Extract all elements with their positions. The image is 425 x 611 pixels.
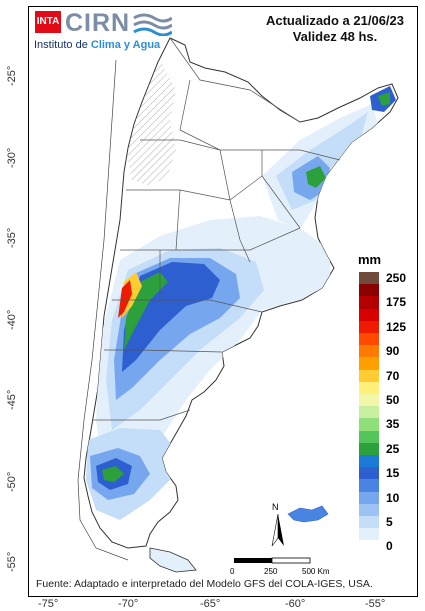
legend-swatch: [359, 308, 379, 322]
legend-label: 175: [386, 295, 407, 310]
legend-swatch: [359, 406, 379, 419]
legend-swatch: [359, 442, 379, 456]
legend-swatch: [359, 540, 379, 554]
tierra-del-fuego: [149, 547, 197, 573]
legend-swatch: [359, 455, 379, 468]
validity: Validez 48 hs.: [292, 29, 378, 44]
water-waves-icon: [133, 13, 172, 36]
scale-label-500: 500 Km: [302, 567, 330, 576]
chile-coastline: [77, 59, 129, 561]
latitude-tick: -45°: [6, 389, 18, 410]
legend-label: 70: [386, 368, 400, 383]
north-arrow-icon: N: [271, 502, 284, 547]
legend-label: 90: [386, 344, 400, 359]
malvinas-islands: [287, 505, 329, 523]
legend-swatch: [359, 491, 379, 505]
scale-label-0: 0: [230, 567, 235, 576]
inta-logo: INTA: [35, 11, 61, 33]
longitude-tick: -70°: [118, 598, 139, 610]
legend-swatch: [359, 284, 379, 297]
latitude-tick: -55°: [6, 551, 18, 572]
legend-swatch: [359, 333, 379, 346]
cirn-logo: INTA CIRN Instituto de Clima y Agua: [32, 9, 182, 55]
legend-label: 15: [386, 466, 400, 481]
institute-highlight: Clima y Agua: [90, 39, 161, 51]
longitude-tick: -60°: [285, 598, 306, 610]
legend-swatch: [359, 394, 379, 407]
rain-ne-25mm: [378, 92, 390, 106]
latitude-tick: -35°: [6, 227, 18, 248]
institute-name: Instituto de Clima y Agua: [34, 39, 160, 51]
legend-label: 5: [386, 515, 393, 529]
longitude-tick: -65°: [200, 598, 221, 610]
latitude-tick: -50°: [6, 471, 18, 492]
updated-date: Actualizado a 21/06/23: [265, 13, 404, 28]
rain-90-175mm: [118, 280, 132, 318]
legend-swatch: [359, 467, 379, 480]
legend-label: 250: [386, 271, 407, 285]
latitude-tick: -30°: [6, 147, 18, 168]
update-info: Actualizado a 21/06/23 Validez 48 hs.: [255, 13, 415, 45]
legend-swatch: [359, 296, 379, 310]
legend-swatch: [359, 369, 379, 383]
legend-swatch: [359, 503, 379, 517]
legend-swatch: [359, 430, 379, 444]
legend-swatch: [359, 418, 379, 432]
legend-unit: mm: [358, 252, 382, 267]
scale-bar: 0 250 500 Km: [230, 557, 330, 576]
legend-swatch: [359, 516, 379, 529]
data-source: Fuente: Adaptado e interpretado del Mode…: [36, 578, 373, 590]
rain-south-25mm: [102, 466, 124, 482]
legend-label: 25: [386, 441, 400, 456]
legend-swatch: [359, 345, 379, 358]
legend-swatch: [359, 381, 379, 395]
north-label: N: [272, 502, 279, 512]
rain-ne-mesopotamia-25mm: [306, 166, 326, 188]
rain-25-35mm: [124, 272, 168, 350]
legend-label: 10: [386, 490, 400, 505]
legend-label: 0: [386, 539, 393, 554]
legend-swatch: [359, 528, 379, 541]
longitude-tick: -75°: [38, 598, 59, 610]
institute-prefix: Instituto de: [34, 39, 91, 51]
latitude-tick: -40°: [6, 309, 18, 330]
legend-swatch: [359, 272, 379, 285]
legend-swatch: [359, 320, 379, 334]
scale-label-250: 250: [264, 567, 278, 576]
longitude-tick: -55°: [365, 598, 386, 610]
province-borders: [92, 37, 341, 421]
legend-label: 50: [386, 393, 400, 407]
legend-swatch: [359, 357, 379, 371]
legend-label: 125: [386, 319, 407, 334]
legend-swatch: [359, 479, 379, 493]
cirn-wordmark: CIRN: [65, 9, 131, 37]
legend-label: 35: [386, 417, 400, 432]
latitude-tick: -25°: [6, 65, 18, 86]
